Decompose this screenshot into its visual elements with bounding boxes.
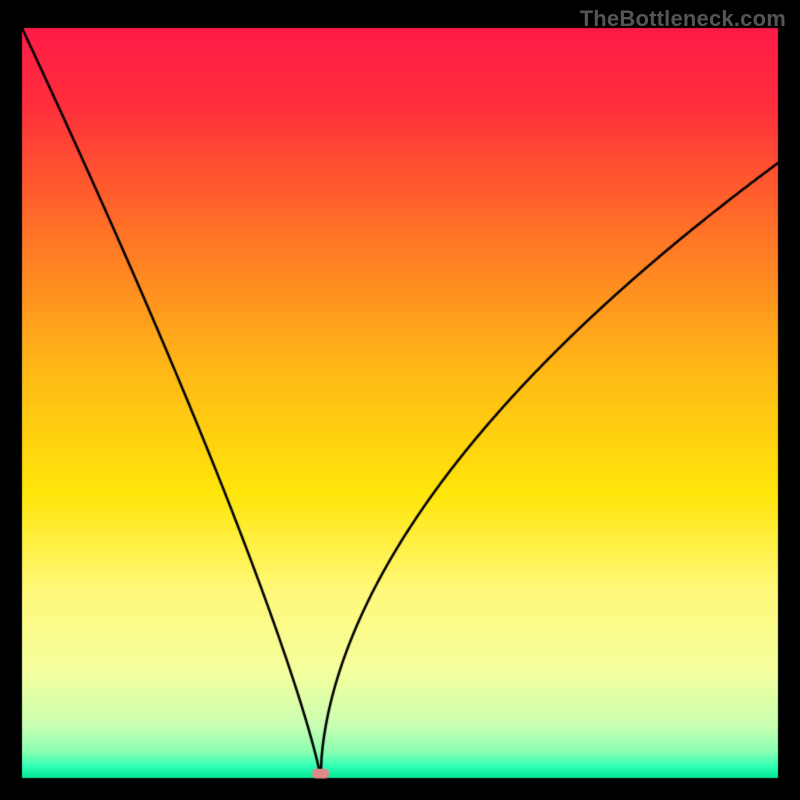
bottleneck-chart-canvas: [0, 0, 800, 800]
watermark-label: TheBottleneck.com: [580, 6, 786, 32]
chart-container: TheBottleneck.com: [0, 0, 800, 800]
